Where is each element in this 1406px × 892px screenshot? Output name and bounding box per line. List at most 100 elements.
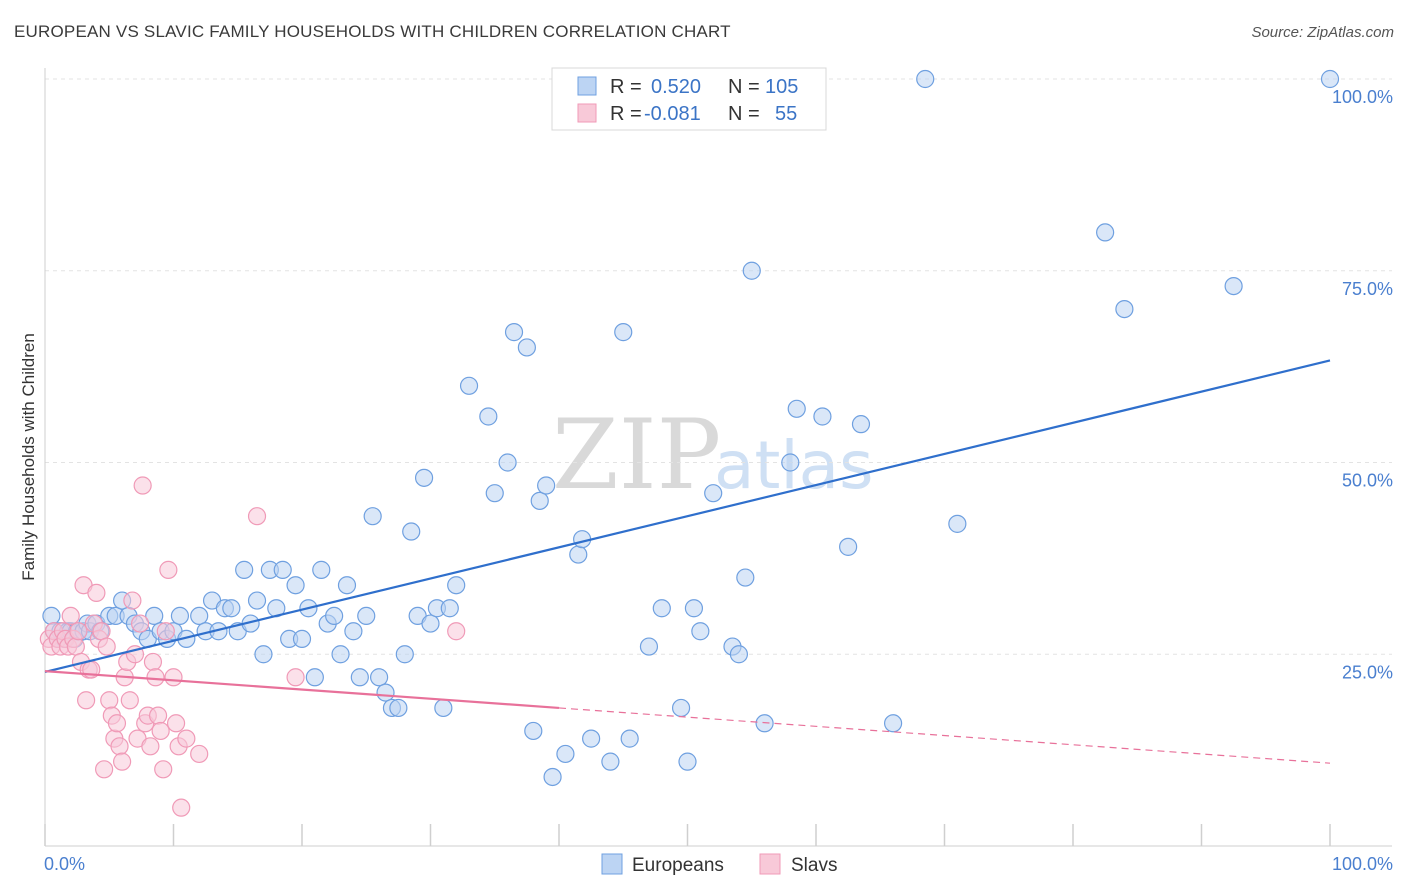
- point-europeans: [1115, 300, 1134, 319]
- point-europeans: [376, 683, 395, 702]
- x-tick-label: 0.0%: [44, 854, 85, 874]
- legend-swatch-slavs: [577, 103, 597, 123]
- point-slavs: [141, 737, 160, 756]
- point-europeans: [273, 560, 292, 579]
- point-europeans: [402, 522, 421, 541]
- point-slavs: [151, 721, 170, 741]
- chart-source: Source: ZipAtlas.com: [1251, 24, 1394, 41]
- point-europeans: [742, 261, 761, 280]
- point-europeans: [1096, 223, 1115, 242]
- point-europeans: [537, 476, 556, 495]
- point-europeans: [325, 606, 344, 626]
- point-europeans: [247, 591, 267, 610]
- point-europeans: [517, 338, 536, 357]
- point-europeans: [286, 576, 305, 595]
- legend-bottom: Europeans Slavs: [601, 853, 837, 876]
- point-europeans: [781, 453, 800, 472]
- legend-r-value-europeans: 0.520: [651, 76, 701, 98]
- point-europeans: [498, 453, 517, 472]
- point-slavs: [166, 714, 186, 733]
- trend-line-slavs-extension: [558, 707, 1331, 764]
- legend-n-label-europeans: N =: [728, 76, 760, 98]
- point-europeans: [755, 714, 774, 733]
- legend-r-value-slavs: -0.081: [644, 103, 701, 125]
- point-slavs: [148, 706, 168, 725]
- point-slavs: [107, 714, 127, 733]
- point-slavs: [61, 606, 80, 626]
- point-slavs: [447, 622, 466, 641]
- legend-n-value-europeans: 105: [765, 76, 798, 98]
- point-europeans: [620, 729, 639, 748]
- y-tick-label: 50.0%: [1342, 471, 1393, 491]
- point-europeans: [839, 537, 858, 556]
- point-europeans: [447, 576, 466, 595]
- point-europeans: [614, 323, 633, 342]
- point-europeans: [582, 729, 601, 748]
- y-tick-labels: 25.0% 50.0% 75.0% 100.0%: [1332, 87, 1393, 682]
- point-europeans: [916, 69, 935, 89]
- point-europeans: [671, 698, 691, 718]
- point-europeans: [357, 606, 376, 626]
- point-slavs: [97, 637, 116, 656]
- point-europeans: [145, 606, 164, 626]
- point-europeans: [337, 576, 357, 595]
- point-europeans: [729, 645, 749, 664]
- point-europeans: [813, 407, 832, 426]
- point-europeans: [704, 484, 723, 503]
- point-slavs: [143, 652, 163, 672]
- point-slavs: [133, 476, 152, 495]
- x-tick-label: 100.0%: [1332, 854, 1393, 874]
- legend-top: R = 0.520 N = 105 R = -0.081 N = 55: [551, 67, 827, 131]
- point-europeans: [736, 568, 755, 587]
- point-slavs: [100, 691, 119, 710]
- point-europeans: [652, 599, 671, 618]
- legend-bottom-swatch-slavs: [759, 853, 781, 875]
- point-europeans: [170, 606, 190, 626]
- point-slavs: [120, 691, 139, 710]
- point-slavs: [156, 622, 175, 641]
- point-europeans: [524, 721, 543, 741]
- legend-r-label-europeans: R =: [610, 76, 642, 98]
- watermark-zip: ZIP: [552, 399, 721, 511]
- point-europeans: [1320, 69, 1340, 89]
- point-europeans: [440, 599, 459, 618]
- point-slavs: [66, 637, 85, 656]
- chart-title: EUROPEAN VS SLAVIC FAMILY HOUSEHOLDS WIT…: [14, 22, 731, 41]
- point-europeans: [305, 668, 324, 687]
- point-europeans: [691, 622, 710, 641]
- point-europeans: [543, 767, 562, 787]
- point-europeans: [312, 560, 331, 579]
- point-europeans: [42, 606, 61, 626]
- legend-n-label-slavs: N =: [728, 103, 760, 125]
- y-tick-label: 75.0%: [1342, 279, 1393, 299]
- point-europeans: [485, 484, 504, 503]
- point-europeans: [851, 415, 871, 434]
- point-europeans: [350, 668, 369, 687]
- point-slavs: [110, 737, 129, 756]
- point-europeans: [601, 752, 620, 771]
- point-slavs: [87, 583, 106, 602]
- point-europeans: [434, 698, 453, 718]
- point-europeans: [678, 752, 697, 771]
- point-europeans: [1224, 276, 1243, 296]
- point-europeans: [292, 629, 312, 649]
- point-slavs: [164, 668, 183, 687]
- point-europeans: [363, 507, 382, 526]
- y-axis-label: Family Households with Children: [19, 333, 38, 581]
- legend-n-value-slavs: 55: [775, 103, 797, 125]
- point-slavs: [247, 507, 267, 526]
- point-slavs: [112, 752, 132, 771]
- point-slavs: [95, 760, 114, 779]
- point-europeans: [556, 744, 575, 764]
- legend-bottom-europeans: Europeans: [632, 855, 724, 876]
- point-europeans: [370, 668, 389, 687]
- point-europeans: [569, 545, 588, 564]
- point-slavs: [154, 760, 173, 779]
- point-slavs: [172, 798, 191, 817]
- point-europeans: [421, 614, 440, 633]
- legend-r-label-slavs: R =: [610, 103, 642, 125]
- y-tick-label: 100.0%: [1332, 87, 1393, 107]
- point-slavs: [286, 668, 305, 687]
- x-tick-labels: 0.0% 100.0%: [44, 854, 1393, 874]
